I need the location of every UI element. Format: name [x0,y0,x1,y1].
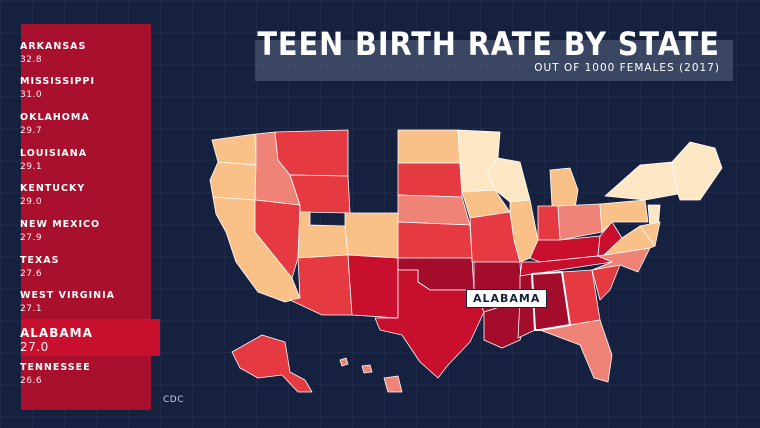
state-south-dakota [397,162,463,198]
ranking-rate: 31.0 [20,90,43,100]
state-new-york [604,161,679,201]
ranking-row-highlighted: ALABAMA 27.0 [20,326,93,354]
state-illinois [509,199,539,263]
state-wyoming [289,174,351,214]
ranking-rate: 32.8 [20,55,43,65]
state-florida [539,319,613,383]
state-washington [211,133,257,166]
ranking-rate: 27.0 [20,340,49,354]
state-kansas [397,221,473,259]
state-nevada [254,199,301,279]
ranking-highlight-bar [21,319,160,356]
ranking-state: TEXAS [20,255,60,266]
title-backdrop [255,40,733,81]
state-pennsylvania [599,199,649,233]
state-colorado [344,212,399,259]
ranking-row: TENNESSEE 26.6 [20,362,91,386]
state-utah [297,211,349,259]
state-hawaii-3 [383,375,403,393]
state-ohio [557,203,603,241]
ranking-rate: 26.6 [20,376,43,386]
chart-title: TEEN BIRTH RATE BY STATE [257,25,720,63]
ranking-rate: 27.1 [20,304,43,314]
ranking-rate: 29.7 [20,126,43,136]
ranking-rate: 27.9 [20,233,43,243]
ranking-state: MISSISSIPPI [20,76,96,87]
ranking-row: TEXAS 27.6 [20,255,60,279]
alabama-outline [530,270,572,331]
state-texas [374,269,485,379]
ranking-row: NEW MEXICO 27.9 [20,219,100,243]
state-montana [274,129,349,177]
state-alaska [231,334,313,393]
ranking-state: WEST VIRGINIA [20,290,115,301]
state-hawaii-2 [361,364,373,374]
ranking-state: KENTUCKY [20,183,86,194]
ranking-row: ARKANSAS 32.8 [20,41,86,65]
ranking-rate: 27.6 [20,269,43,279]
state-hawaii-1 [339,357,349,367]
chart-subtitle: OUT OF 1000 FEMALES (2017) [534,62,720,74]
ranking-row: OKLAHOMA 29.7 [20,112,90,136]
state-maryland [639,221,661,247]
state-new-england [671,141,723,201]
ranking-row: WEST VIRGINIA 27.1 [20,290,115,314]
ranking-row: LOUISIANA 29.1 [20,148,87,172]
ranking-state: LOUISIANA [20,148,88,159]
state-nebraska [397,194,471,226]
ranking-row: MISSISSIPPI 31.0 [20,76,95,100]
ranking-state: ARKANSAS [20,41,87,52]
state-oregon [209,161,257,201]
state-michigan [549,167,579,209]
ranking-state: OKLAHOMA [20,112,90,123]
state-arizona [289,254,353,316]
state-indiana [537,205,561,241]
ranking-state: TENNESSEE [20,362,91,373]
state-new-mexico [347,254,399,319]
ranking-row: KENTUCKY 29.0 [20,183,85,207]
state-north-dakota [397,129,461,164]
source-label: CDC [163,395,184,405]
ranking-state: ALABAMA [20,326,93,340]
ranking-state: NEW MEXICO [20,219,101,230]
ranking-rate: 29.0 [20,197,43,207]
ranking-rate: 29.1 [20,162,43,172]
alabama-callout: ALABAMA [466,289,548,308]
